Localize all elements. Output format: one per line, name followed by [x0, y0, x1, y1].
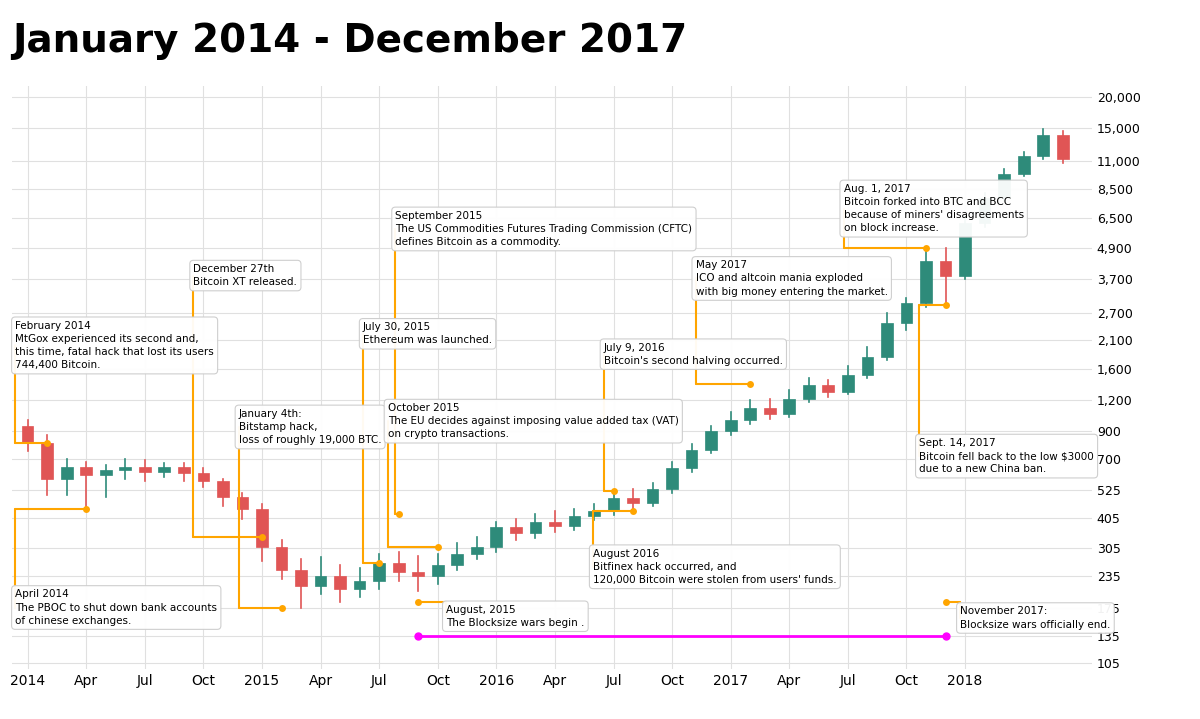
Bar — [940, 261, 952, 276]
Bar — [706, 431, 718, 449]
Bar — [120, 467, 131, 470]
Bar — [217, 481, 229, 497]
Text: January 2014 - December 2017: January 2014 - December 2017 — [12, 22, 688, 60]
Bar — [842, 375, 853, 392]
Text: November 2017:
Blocksize wars officially end.: November 2017: Blocksize wars officially… — [960, 606, 1111, 630]
Bar — [628, 498, 638, 503]
Bar — [725, 420, 737, 431]
Bar — [979, 198, 990, 223]
Bar — [491, 528, 502, 546]
Bar — [1057, 135, 1068, 159]
Bar — [314, 577, 326, 586]
Text: February 2014
MtGox experienced its second and,
this time, fatal hack that lost : February 2014 MtGox experienced its seco… — [16, 321, 214, 370]
Text: May 2017
ICO and altcoin mania exploded
with big money entering the market.: May 2017 ICO and altcoin mania exploded … — [696, 260, 888, 297]
Bar — [862, 357, 874, 375]
Bar — [529, 522, 541, 533]
Bar — [432, 566, 444, 577]
Bar — [178, 467, 190, 473]
Bar — [451, 554, 463, 566]
Bar — [744, 408, 756, 420]
Bar — [198, 473, 209, 481]
Bar — [510, 528, 522, 533]
Text: Sept. 14, 2017
Bitcoin fell back to the low $3000
due to a new China ban.: Sept. 14, 2017 Bitcoin fell back to the … — [919, 438, 1094, 475]
Bar — [335, 577, 346, 589]
Text: August 2016
Bitfinex hack occurred, and
120,000 Bitcoin were stolen from users' : August 2016 Bitfinex hack occurred, and … — [593, 549, 836, 585]
Bar — [959, 223, 971, 276]
Bar — [647, 489, 659, 503]
Text: July 9, 2016
Bitcoin's second halving occurred.: July 9, 2016 Bitcoin's second halving oc… — [604, 342, 782, 366]
Bar — [373, 564, 385, 581]
Text: September 2015
The US Commodities Futures Trading Commission (CFTC)
defines Bitc: September 2015 The US Commodities Future… — [396, 211, 692, 247]
Bar — [901, 303, 912, 324]
Bar — [276, 546, 287, 569]
Bar — [881, 324, 893, 357]
Text: December 27th
Bitcoin XT released.: December 27th Bitcoin XT released. — [193, 264, 298, 287]
Bar — [784, 398, 796, 413]
Text: October 2015
The EU decides against imposing value added tax (VAT)
on crypto tra: October 2015 The EU decides against impo… — [388, 403, 679, 439]
Bar — [100, 470, 112, 475]
Bar — [920, 261, 932, 303]
Bar — [588, 511, 600, 516]
Bar — [139, 467, 151, 472]
Text: Aug. 1, 2017
Bitcoin forked into BTC and BCC
because of miners' disagreements
on: Aug. 1, 2017 Bitcoin forked into BTC and… — [844, 184, 1024, 234]
Bar — [158, 467, 170, 472]
Text: July 30, 2015
Ethereum was launched.: July 30, 2015 Ethereum was launched. — [364, 322, 492, 345]
Bar — [256, 508, 268, 546]
Text: April 2014
The PBOC to shut down bank accounts
of chinese exchanges.: April 2014 The PBOC to shut down bank ac… — [16, 590, 217, 626]
Bar — [1037, 135, 1049, 156]
Bar — [550, 522, 560, 526]
Bar — [1018, 156, 1030, 173]
Bar — [607, 498, 619, 511]
Bar — [998, 173, 1010, 198]
Text: January 4th:
Bitstamp hack,
loss of roughly 19,000 BTC.: January 4th: Bitstamp hack, loss of roug… — [239, 409, 382, 445]
Bar — [236, 497, 248, 508]
Bar — [392, 564, 404, 572]
Bar — [80, 467, 92, 475]
Bar — [666, 468, 678, 489]
Bar — [470, 546, 482, 554]
Bar — [685, 449, 697, 468]
Bar — [354, 581, 366, 589]
Bar — [61, 467, 72, 479]
Bar — [413, 572, 424, 577]
Bar — [803, 385, 815, 398]
Bar — [295, 569, 307, 586]
Text: August, 2015
The Blocksize wars begin .: August, 2015 The Blocksize wars begin . — [446, 605, 584, 628]
Bar — [22, 426, 34, 443]
Bar — [764, 408, 775, 413]
Bar — [41, 443, 53, 479]
Bar — [569, 516, 581, 526]
Bar — [822, 385, 834, 392]
